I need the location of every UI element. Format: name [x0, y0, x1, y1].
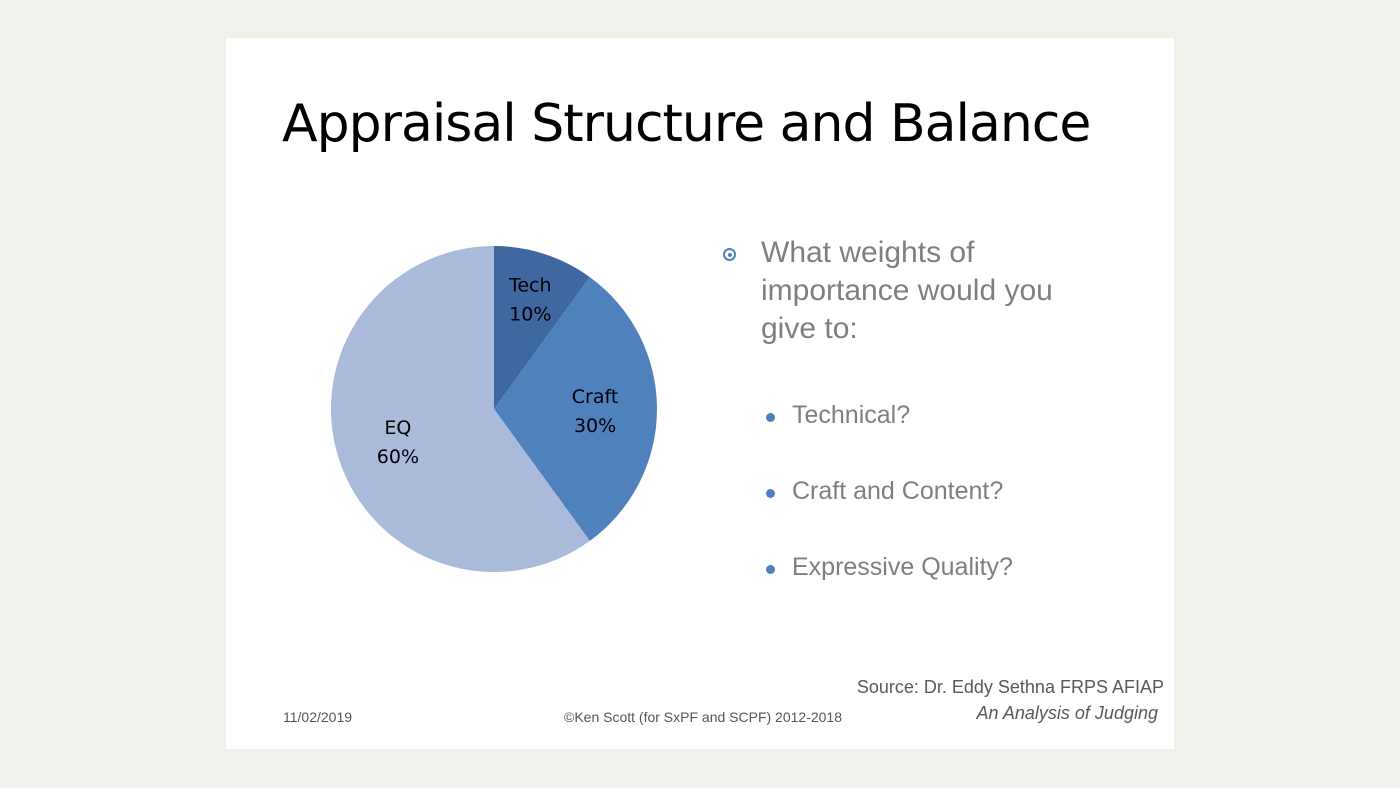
value-label: 60% — [377, 446, 419, 468]
slice-label: EQ 60% — [377, 417, 419, 468]
pie-slice — [494, 277, 657, 541]
slice-label: Craft 30% — [572, 386, 619, 437]
sub-bullet: Technical? — [792, 401, 911, 429]
value-label: 30% — [574, 415, 616, 437]
sub-bullet-icon — [766, 489, 775, 498]
source: Source: Dr. Eddy Sethna FRPS AFIAP — [856, 677, 1164, 697]
category-label: Craft — [572, 386, 619, 408]
pie-slice — [330, 246, 590, 572]
sub-bullet-icon — [766, 565, 775, 574]
slide-title: Appraisal Structure and Balance — [282, 94, 1091, 154]
sub-bullet: Craft and Content? — [792, 477, 1004, 505]
footer-copyright: ©Ken Scott (for SxPF and SCPF) 2012-2018 — [564, 709, 843, 725]
sub-bullet: Expressive Quality? — [792, 553, 1013, 581]
source-title: An Analysis of Judging — [976, 703, 1158, 723]
slide: Appraisal Structure and Balance Tech 10% C… — [226, 38, 1174, 749]
pie-slice — [494, 246, 590, 409]
value-label: 10% — [509, 303, 551, 325]
sub-bullet-icon — [766, 413, 775, 422]
chart: Tech 10% Craft 30% EQ 60% — [330, 246, 657, 572]
footer-date: 11/02/2019 — [283, 709, 353, 725]
category-label: Tech — [508, 274, 552, 296]
slice-label: Tech 10% — [508, 274, 552, 325]
bullet-icon — [723, 248, 736, 261]
category-label: EQ — [384, 417, 411, 439]
bullet-text: What weights of importance would you giv… — [761, 236, 1053, 345]
